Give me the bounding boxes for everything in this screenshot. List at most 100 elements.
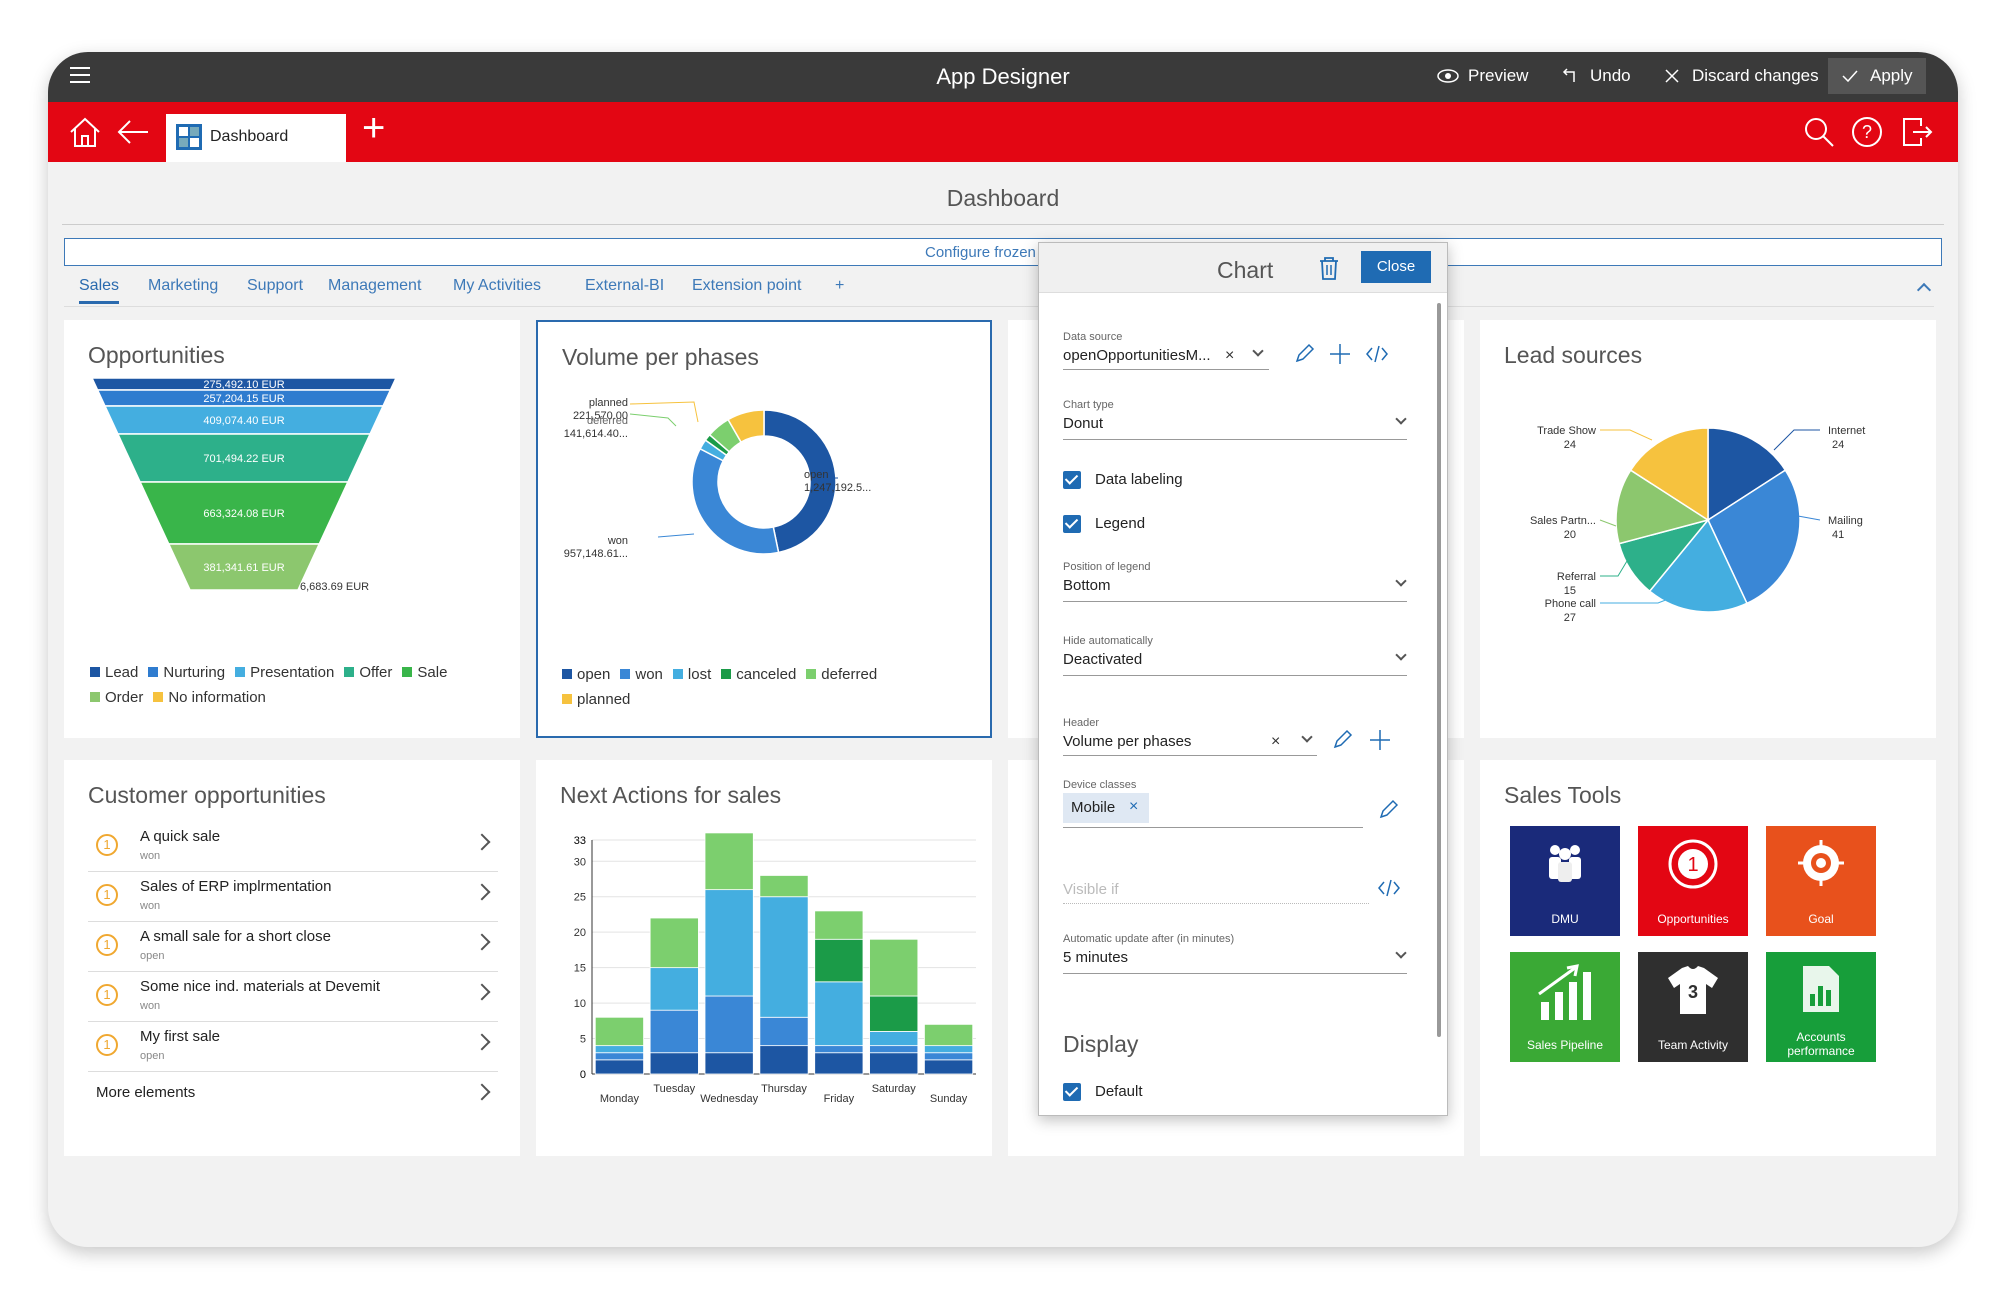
next-actions-card: Next Actions for sales 33 30 25 20 15 10 5 0 Mon… [536,760,992,1156]
page-title: Dashboard [946,185,1060,211]
donut-label: deferred [587,415,628,427]
remove-chip-icon[interactable]: × [1129,798,1139,815]
legend-item[interactable]: canceled [721,662,796,687]
list-item[interactable]: 1 A small sale for a short close open [88,922,498,972]
apply-button[interactable]: Apply [1828,58,1926,94]
collapse-chevron-icon[interactable] [1916,282,1932,298]
chevron-down-icon[interactable] [1301,731,1313,743]
legend-item[interactable]: won [620,662,663,687]
hide-automatically-select[interactable]: Deactivated [1063,651,1143,668]
add-plus-icon[interactable] [1329,343,1351,365]
preview-button[interactable]: Preview [1436,64,1528,88]
tab-management[interactable]: Management [328,277,422,294]
list-item[interactable]: 1 My first sale open [88,1022,498,1072]
tab-add[interactable]: + [835,277,845,294]
tab-external-bi[interactable]: External-BI [585,277,665,294]
tab-support[interactable]: Support [247,277,304,294]
bar-segment [704,1052,754,1075]
dmu-tile[interactable]: DMU [1510,826,1620,936]
header-select[interactable]: Volume per phases [1063,733,1192,750]
tab-extension-point[interactable]: Extension point [692,277,802,294]
legend-item[interactable]: No information [153,685,266,710]
search-icon[interactable] [1803,116,1835,148]
help-icon[interactable]: ? [1851,116,1883,148]
goal-tile[interactable]: Goal [1766,826,1876,936]
visible-if-input[interactable]: Visible if [1063,881,1119,898]
edit-pencil-icon[interactable] [1377,799,1399,821]
legend-label: won [635,666,663,683]
list-item[interactable]: 1 Some nice ind. materials at Devemit won [88,972,498,1022]
data-labeling-checkbox[interactable] [1063,471,1081,489]
legend-item[interactable]: Nurturing [148,660,225,685]
menu-icon[interactable] [70,67,90,83]
clear-icon[interactable]: × [1271,733,1281,750]
more-elements-link[interactable]: More elements [88,1072,498,1112]
legend-item[interactable]: Sale [402,660,447,685]
legend-item[interactable]: Presentation [235,660,334,685]
svg-text:?: ? [1862,122,1872,142]
bar-segment [924,1023,974,1047]
home-icon[interactable] [68,116,102,148]
configure-frozen-bar[interactable]: Configure frozen [64,238,1942,266]
legend-item[interactable]: lost [672,662,711,687]
add-plus-icon[interactable] [1369,729,1391,751]
legend-item[interactable]: Offer [344,660,392,685]
donut-slice [727,409,765,444]
legend-item[interactable]: open [562,662,610,687]
device-chip-mobile[interactable]: Mobile × [1063,793,1149,823]
discard-changes-button[interactable]: Discard changes [1660,64,1819,88]
chevron-right-icon [473,833,491,851]
page-divider [62,224,1944,225]
chart-type-select[interactable]: Donut [1063,415,1104,432]
legend-label: Lead [105,664,139,681]
list-item[interactable]: 1 Sales of ERP implrmentation won [88,872,498,922]
pie-label: Phone call [1545,598,1596,610]
list-item[interactable]: 1 A quick sale won [88,822,498,872]
accounts-performance-tile[interactable]: Accounts performance [1766,952,1876,1062]
panel-scrollbar[interactable] [1437,303,1441,1037]
back-arrow-icon[interactable] [116,118,150,146]
clear-icon[interactable]: × [1225,347,1235,364]
auto-update-select[interactable]: 5 minutes [1063,949,1129,966]
legend-checkbox[interactable] [1063,515,1081,533]
edit-pencil-icon[interactable] [1293,343,1315,365]
bar-segment [924,1045,974,1054]
volume-per-phases-card[interactable]: Volume per phases open 1,247,192.5... won 9… [536,320,992,738]
chevron-down-icon[interactable] [1252,345,1264,357]
sub-tabs: Sales Marketing Support Management My Ac… [64,277,1934,307]
code-icon[interactable] [1377,877,1401,899]
close-button[interactable]: Close [1361,251,1431,283]
pie-leader [1600,429,1653,441]
legend-swatch [721,669,732,679]
chevron-down-icon[interactable] [1395,575,1407,587]
opportunity-badge: 1 [96,884,118,906]
team-activity-tile[interactable]: 3 Team Activity [1638,952,1748,1062]
tab-marketing[interactable]: Marketing [148,277,219,294]
opportunities-tile[interactable]: 1 Opportunities [1638,826,1748,936]
undo-button[interactable]: Undo [1558,64,1631,88]
tab-my-activities[interactable]: My Activities [453,277,542,294]
legend-position-select[interactable]: Bottom [1063,577,1111,594]
legend-label: Sale [417,664,448,681]
legend-item[interactable]: Lead [90,660,138,685]
chevron-down-icon[interactable] [1395,947,1407,959]
legend-item[interactable]: planned [562,687,630,712]
trash-icon[interactable] [1317,255,1341,281]
logout-icon[interactable] [1901,116,1933,148]
chevron-down-icon[interactable] [1395,413,1407,425]
bar-segment [594,1016,644,1047]
data-source-select[interactable]: openOpportunitiesM... [1063,347,1211,364]
tab-sales[interactable]: Sales [79,277,120,304]
chevron-down-icon[interactable] [1395,649,1407,661]
tab-dashboard[interactable]: Dashboard [166,114,346,162]
legend-swatch [402,667,413,677]
sales-pipeline-tile[interactable]: Sales Pipeline [1510,952,1620,1062]
default-checkbox[interactable] [1063,1083,1081,1101]
legend-item[interactable]: Order [90,685,143,710]
list-item-status: won [140,1000,161,1012]
code-icon[interactable] [1365,343,1389,365]
edit-pencil-icon[interactable] [1331,729,1353,751]
pie-slice [1648,518,1748,613]
legend-item[interactable]: deferred [806,662,877,687]
add-tab-button[interactable]: + [362,106,386,150]
